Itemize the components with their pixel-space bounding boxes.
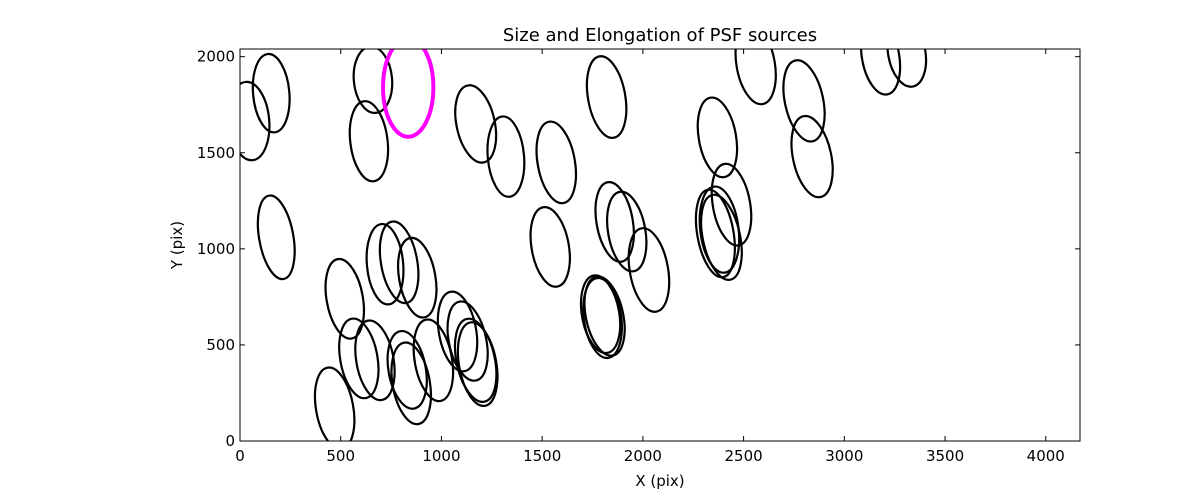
x-tick-label: 2000 bbox=[624, 447, 662, 465]
psf-source-ellipse bbox=[446, 300, 489, 382]
psf-source-ellipse bbox=[696, 96, 739, 179]
y-tick-label: 1000 bbox=[197, 240, 235, 258]
plot-frame bbox=[239, 48, 1081, 442]
y-axis-ticks: 0 500 1000 1500 2000 bbox=[197, 48, 1080, 450]
psf-source-ellipse bbox=[396, 236, 438, 319]
psf-source-ellipse bbox=[348, 100, 390, 183]
plot-area bbox=[240, 49, 928, 441]
psf-source-ellipse bbox=[582, 276, 623, 360]
x-tick-label: 1000 bbox=[422, 447, 460, 465]
x-tick-label: 500 bbox=[326, 447, 355, 465]
psf-source-ellipse bbox=[240, 80, 271, 162]
x-axis-label: X (pix) bbox=[635, 472, 684, 490]
psf-source-ellipse bbox=[365, 222, 405, 306]
x-axis-ticks: 0 500 1000 1500 2000 2500 3000 3500 4000 bbox=[235, 49, 1065, 465]
psf-source-ellipse bbox=[352, 49, 394, 114]
psf-source-ellipse bbox=[454, 84, 498, 164]
psf-source-ellipse bbox=[700, 193, 743, 281]
psf-source-ellipse bbox=[251, 52, 291, 134]
psf-source-ellipse bbox=[535, 120, 578, 205]
psf-source-ellipse bbox=[338, 317, 380, 400]
psf-source-ellipse bbox=[412, 318, 455, 403]
psf-source-ellipse bbox=[313, 366, 356, 441]
psf-source-ellipse bbox=[456, 321, 499, 408]
psf-source-ellipse bbox=[256, 194, 296, 281]
x-tick-label: 4000 bbox=[1027, 447, 1065, 465]
y-tick-label: 500 bbox=[206, 336, 235, 354]
psf-source-ellipse bbox=[390, 341, 433, 426]
x-tick-label: 1500 bbox=[523, 447, 561, 465]
psf-source-ellipse bbox=[734, 49, 777, 106]
psf-source-ellipse bbox=[486, 115, 526, 198]
psf-source-ellipse bbox=[790, 114, 834, 199]
y-tick-label: 2000 bbox=[197, 48, 235, 66]
psf-source-ellipse bbox=[436, 290, 479, 373]
psf-source-ellipse bbox=[594, 181, 635, 263]
psf-source-ellipse bbox=[324, 257, 366, 340]
psf-source-ellipse bbox=[782, 59, 826, 143]
highlight-source-marker bbox=[381, 49, 436, 139]
psf-source-ellipse bbox=[579, 274, 622, 355]
y-tick-label: 1500 bbox=[197, 144, 235, 162]
y-tick-label: 0 bbox=[225, 432, 235, 450]
psf-source-ellipse bbox=[627, 227, 671, 313]
psf-source-ellipse bbox=[886, 49, 928, 88]
psf-source-ellipse bbox=[529, 206, 571, 288]
x-tick-label: 3500 bbox=[926, 447, 964, 465]
x-tick-label: 0 bbox=[235, 447, 245, 465]
y-axis-label: Y (pix) bbox=[168, 221, 186, 270]
x-tick-label: 3000 bbox=[825, 447, 863, 465]
chart-title: Size and Elongation of PSF sources bbox=[503, 25, 817, 46]
psf-source-ellipse bbox=[583, 275, 626, 357]
psf-source-ellipse bbox=[859, 49, 902, 96]
psf-source-ellipse bbox=[694, 188, 736, 279]
psf-source-ellipse bbox=[585, 55, 628, 139]
x-tick-label: 2500 bbox=[725, 447, 763, 465]
